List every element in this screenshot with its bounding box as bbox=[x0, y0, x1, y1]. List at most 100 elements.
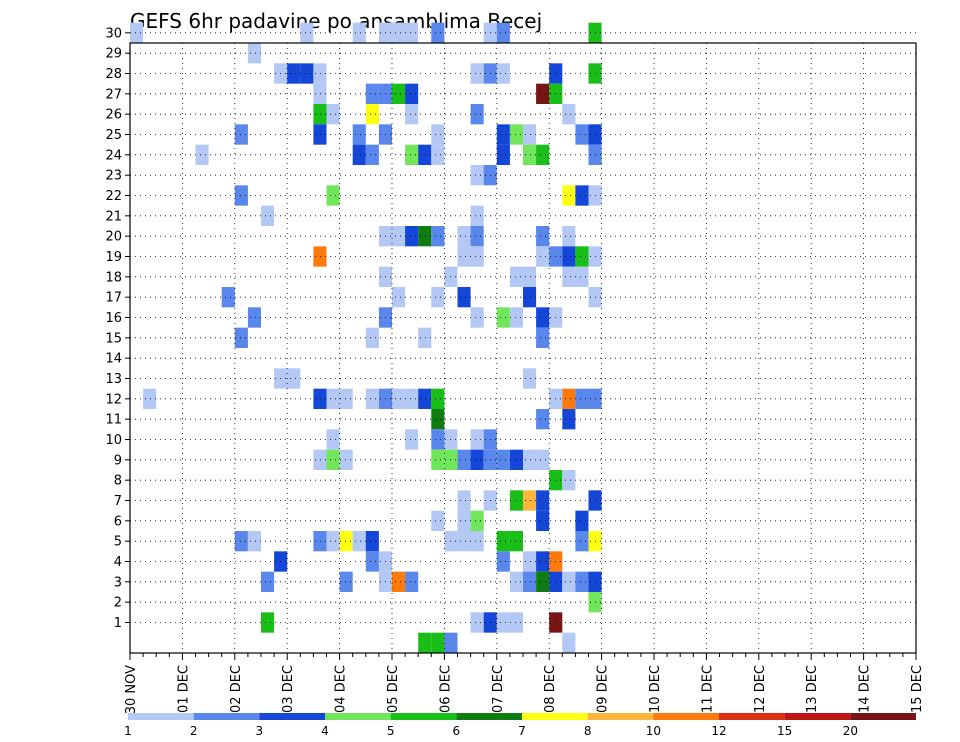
legend-label: 1 bbox=[124, 724, 132, 738]
x-tick-label: 02 DEC bbox=[229, 665, 244, 713]
heatmap-cell bbox=[562, 226, 576, 247]
heatmap-cell bbox=[536, 83, 550, 104]
x-tick-label: 06 DEC bbox=[438, 665, 453, 713]
heatmap-cell bbox=[234, 185, 248, 206]
heatmap-cell bbox=[444, 632, 458, 653]
heatmap-cell bbox=[536, 327, 550, 348]
y-tick-label: 26 bbox=[105, 108, 122, 123]
heatmap-cell bbox=[536, 307, 550, 328]
heatmap-cell bbox=[431, 287, 445, 308]
heatmap-cell bbox=[431, 388, 445, 409]
color-legend: 1 2 3 4 5 6 7 8 10 12 15 20 bbox=[124, 713, 916, 738]
legend-swatch bbox=[456, 713, 522, 720]
heatmap-cell bbox=[221, 287, 235, 308]
heatmap-cell bbox=[431, 226, 445, 247]
heatmap-cell bbox=[352, 124, 366, 145]
x-tick-label: 04 DEC bbox=[334, 665, 349, 713]
heatmap-cell bbox=[326, 104, 340, 125]
heatmap-cell bbox=[509, 307, 523, 328]
heatmap-cell bbox=[405, 83, 419, 104]
heatmap-cell bbox=[536, 490, 550, 511]
heatmap-cell bbox=[339, 571, 353, 592]
heatmap-cell bbox=[365, 83, 379, 104]
heatmap-cell bbox=[536, 551, 550, 572]
heatmap-cell bbox=[457, 490, 471, 511]
heatmap-cell bbox=[405, 104, 419, 125]
heatmap-cell bbox=[418, 327, 432, 348]
y-tick-label: 16 bbox=[105, 311, 122, 326]
heatmap-cell bbox=[457, 246, 471, 267]
heatmap-cell bbox=[339, 449, 353, 470]
heatmap-cell bbox=[418, 144, 432, 165]
x-tick-label: 07 DEC bbox=[491, 665, 506, 713]
y-tick-label: 22 bbox=[105, 189, 122, 204]
heatmap-cell bbox=[509, 531, 523, 552]
x-tick-label: 13 DEC bbox=[805, 665, 820, 713]
heatmap-cell bbox=[234, 124, 248, 145]
heatmap-cell bbox=[313, 124, 327, 145]
plot-frame bbox=[129, 42, 917, 654]
legend-swatch bbox=[653, 713, 719, 720]
y-axis: 1234567891011121314151617181920212223242… bbox=[105, 26, 130, 631]
heatmap-cell bbox=[496, 612, 510, 633]
x-tick-label: 15 DEC bbox=[910, 665, 925, 713]
y-tick-label: 25 bbox=[105, 128, 122, 143]
legend-swatch bbox=[128, 713, 194, 720]
heatmap-cell bbox=[523, 124, 537, 145]
x-axis: 30 NOV 01 DEC 02 DEC 03 DEC 04 DEC 05 DEC 06 D… bbox=[124, 653, 925, 714]
legend-swatch bbox=[193, 713, 260, 720]
legend-label: 6 bbox=[453, 724, 461, 738]
heatmap-cell bbox=[575, 124, 589, 145]
heatmap-cells bbox=[130, 22, 602, 653]
heatmap-cell bbox=[470, 165, 484, 186]
heatmap-cell bbox=[523, 287, 537, 308]
heatmap-cell bbox=[418, 632, 432, 653]
heatmap-cell bbox=[326, 449, 340, 470]
heatmap-cell bbox=[405, 22, 419, 43]
heatmap-cell bbox=[365, 144, 379, 165]
heatmap-cell bbox=[313, 246, 327, 267]
heatmap-cell bbox=[470, 63, 484, 84]
heatmap-cell bbox=[392, 571, 406, 592]
x-tick-label: 14 DEC bbox=[858, 665, 873, 713]
heatmap-cell bbox=[562, 470, 576, 491]
heatmap-cell bbox=[562, 185, 576, 206]
heatmap-cell bbox=[326, 185, 340, 206]
heatmap-cell bbox=[470, 205, 484, 226]
legend-label: 2 bbox=[190, 724, 198, 738]
heatmap-cell bbox=[496, 551, 510, 572]
heatmap-cell bbox=[300, 22, 314, 43]
heatmap-cell bbox=[575, 510, 589, 531]
heatmap-cell bbox=[392, 83, 406, 104]
heatmap-cell bbox=[457, 449, 471, 470]
heatmap-cell bbox=[352, 144, 366, 165]
heatmap-cell bbox=[536, 144, 550, 165]
heatmap-cell bbox=[457, 226, 471, 247]
heatmap-cell bbox=[457, 531, 471, 552]
heatmap-cell bbox=[365, 531, 379, 552]
heatmap-cell bbox=[431, 632, 445, 653]
heatmap-cell bbox=[536, 246, 550, 267]
y-tick-label: 23 bbox=[105, 169, 122, 184]
heatmap-cell bbox=[431, 429, 445, 450]
heatmap-cell bbox=[470, 104, 484, 125]
heatmap-cell bbox=[247, 307, 261, 328]
heatmap-cell bbox=[365, 327, 379, 348]
heatmap-cell bbox=[392, 287, 406, 308]
heatmap-cell bbox=[457, 287, 471, 308]
legend-swatch bbox=[784, 713, 851, 720]
heatmap-cell bbox=[431, 449, 445, 470]
heatmap-cell bbox=[287, 368, 301, 389]
x-tick-label: 12 DEC bbox=[753, 665, 768, 713]
heatmap-cell bbox=[457, 510, 471, 531]
heatmap-cell bbox=[470, 449, 484, 470]
y-tick-label: 19 bbox=[105, 250, 122, 265]
heatmap-cell bbox=[313, 104, 327, 125]
y-tick-label: 10 bbox=[105, 433, 122, 448]
heatmap-cell bbox=[418, 226, 432, 247]
heatmap-cell bbox=[365, 551, 379, 572]
y-tick-label: 7 bbox=[114, 494, 122, 509]
heatmap-cell bbox=[575, 185, 589, 206]
heatmap-cell bbox=[509, 612, 523, 633]
